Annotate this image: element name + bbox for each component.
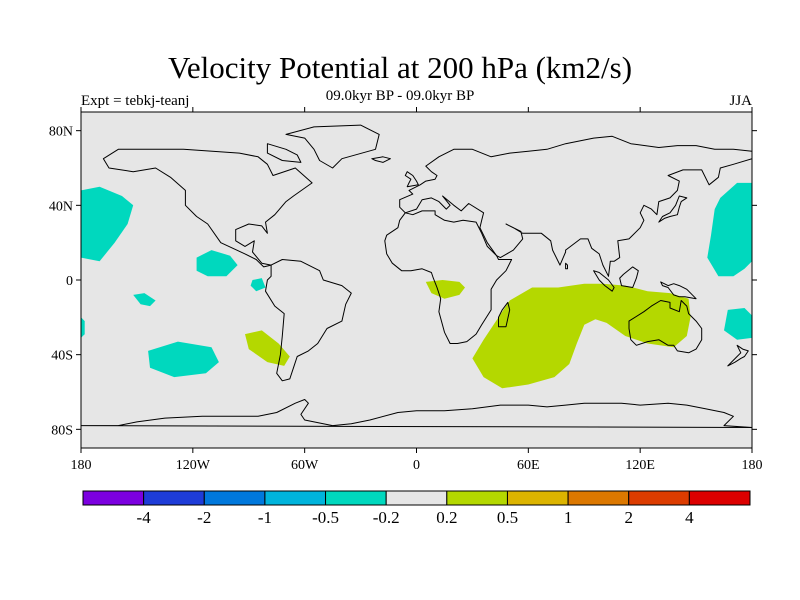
experiment-label: Expt = tebkj-teanj [81,93,190,109]
region-southwest-pacific [724,308,752,340]
page-title: Velocity Potential at 200 hPa (km2/s) [167,50,633,85]
velocity-potential-regions [81,182,752,389]
region-east-pacific [196,250,238,277]
y-tick-label: 80S [51,423,73,438]
y-tick-label: 80N [49,125,73,140]
x-tick-label: 60W [291,458,319,473]
colorbar-label: -0.2 [373,508,400,527]
colorbar-label: 1 [564,508,573,527]
x-tick-label: 120E [625,458,655,473]
region-central-pacific-south [133,293,156,307]
colorbar-swatch [567,490,630,506]
y-tick-label: 0 [66,274,73,289]
colorbar: -4 -2 -1 -0.5 -0.2 0.2 0.5 1 2 4 [82,490,751,527]
coastline-british-isles [404,171,419,188]
y-tick-label: 40S [51,349,73,364]
x-tick-label: 0 [413,458,420,473]
coastline-australia [628,300,703,354]
x-tick-label: 120W [176,458,211,473]
coastline-south-america [265,259,352,382]
colorbar-label: 0.2 [436,508,457,527]
colorbar-swatch [143,490,205,506]
colorbar-swatch [203,490,266,506]
coastline-north-america [102,148,313,268]
colorbar-swatch [506,490,569,506]
axis-ticks: 180 120W 60W 0 60E 120E 180 80N 40N 0 40S 80S [49,107,763,473]
colorbar-label: -2 [197,508,211,527]
colorbar-swatch [82,490,145,506]
colorbar-label: -4 [137,508,152,527]
coastline-antarctica [81,399,752,428]
region-indian-ocean-australia [472,283,691,389]
colorbar-swatch [325,490,387,506]
x-tick-label: 60E [517,458,540,473]
colorbar-swatch [628,490,690,506]
coastlines [81,124,752,428]
season-label: JJA [729,93,752,109]
colorbar-swatch [688,490,751,506]
coastline-sri-lanka [565,262,568,270]
x-tick-label: 180 [742,458,763,473]
region-west-pacific [707,182,752,277]
coastline-eurasia [399,135,752,277]
colorbar-label: -0.5 [312,508,339,527]
coastline-africa [384,210,513,344]
map-background [81,112,752,448]
coastline-greenland [285,124,380,169]
coastline-new-guinea [660,281,697,300]
colorbar-swatch [385,490,448,506]
region-south-pacific-dateline [81,317,85,338]
coastline-iceland [371,156,391,163]
region-south-pacific-east [148,341,219,378]
x-tick-label: 180 [71,458,92,473]
y-tick-label: 40N [49,199,73,214]
coastline-new-zealand [727,344,749,367]
coastline-madagascar [498,301,511,328]
experiment-period: 09.0kyr BP - 09.0kyr BP [325,88,475,104]
coastline-sumatra [593,270,615,292]
coastline-borneo [619,266,639,288]
region-north-pacific-west [81,186,134,262]
colorbar-label: 2 [624,508,633,527]
colorbar-label: -1 [258,508,272,527]
colorbar-label: 4 [685,508,694,527]
colorbar-label: 0.5 [497,508,518,527]
colorbar-swatch [446,490,508,506]
region-panama [250,278,266,292]
region-southern-south-america [245,330,290,366]
colorbar-swatch [264,490,327,506]
coastline-baffin-island [266,143,302,163]
coastline-japan [658,195,688,223]
